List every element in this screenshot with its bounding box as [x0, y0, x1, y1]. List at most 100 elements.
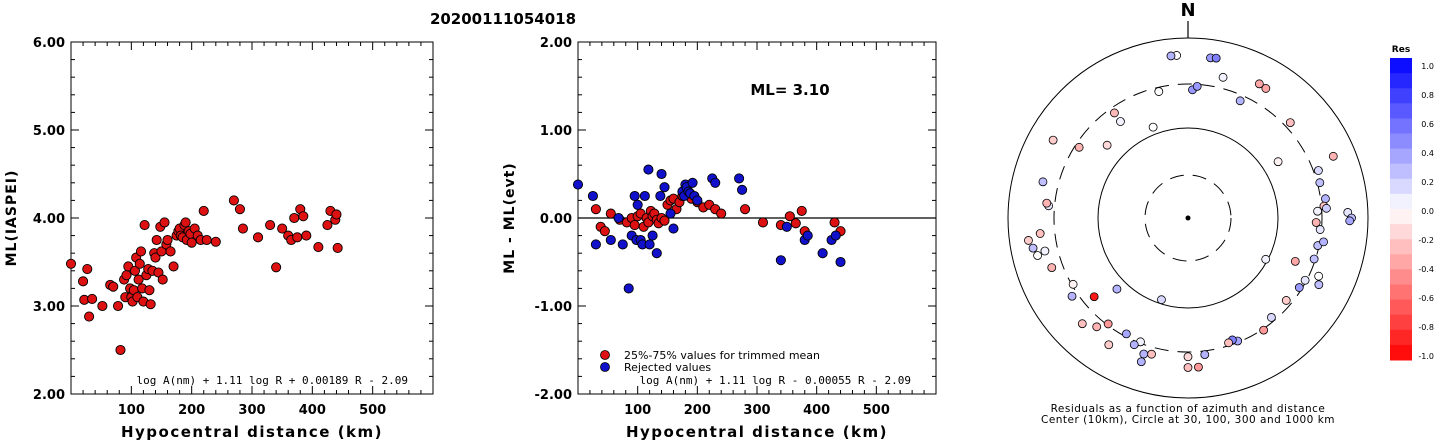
colorbar-segment	[1390, 148, 1412, 165]
station-marker	[1147, 349, 1156, 359]
data-point	[121, 270, 132, 281]
range-circle-30km	[1144, 174, 1232, 262]
data-point	[629, 219, 640, 231]
colorbar-tick-labels: 1.0 0.8 0.6 0.4 0.2 0.0 -0.2 -0.4 -0.6 -0.8 -1.0	[1418, 62, 1434, 361]
colorbar-segment	[1390, 103, 1412, 119]
data-point	[590, 204, 601, 215]
station-marker	[1345, 216, 1355, 226]
data-point	[298, 211, 309, 222]
station-marker	[1300, 275, 1310, 285]
station-marker	[1077, 319, 1087, 329]
data-point	[687, 177, 698, 188]
data-point	[97, 300, 108, 312]
data-point	[784, 211, 795, 222]
epicenter-marker	[1185, 215, 1191, 221]
data-point	[277, 223, 288, 234]
data-point	[139, 219, 150, 231]
data-point	[210, 236, 221, 247]
data-point	[643, 164, 654, 175]
data-point	[613, 212, 624, 224]
data-point	[668, 223, 679, 234]
data-point	[734, 173, 745, 184]
x-tick-label: 300	[743, 403, 770, 418]
colorbar-tick-label: 0.6	[1421, 120, 1434, 129]
colorbar-tick-label: -0.2	[1418, 236, 1434, 245]
x-tick-label: 100	[624, 403, 651, 418]
figure-title: 20200111054018	[430, 10, 576, 28]
data-point	[655, 190, 666, 202]
ml-annotation: ML= 3.10	[750, 81, 829, 99]
data-point	[198, 205, 209, 217]
colorbar-segment	[1390, 284, 1412, 301]
colorbar-segment	[1390, 209, 1412, 225]
data-point	[781, 221, 792, 232]
station-marker	[1112, 284, 1122, 294]
colorbar-segment	[1390, 118, 1412, 134]
legend-marker-rejected	[600, 362, 610, 372]
data-point	[135, 246, 147, 257]
data-point	[265, 219, 276, 231]
colorbar-segment	[1390, 314, 1412, 331]
data-point	[115, 344, 126, 356]
colorbar-segment	[1390, 299, 1412, 316]
station-marker	[1259, 325, 1269, 335]
station-marker	[1315, 225, 1325, 234]
station-marker	[1311, 218, 1321, 227]
x-tick-labels: 100 200 300 400 500	[118, 403, 386, 418]
data-point	[108, 281, 119, 292]
data-point	[129, 265, 141, 276]
colorbar-segment	[1390, 329, 1412, 346]
data-point	[802, 230, 813, 241]
station-marker	[1273, 157, 1283, 167]
data-point	[322, 219, 333, 231]
y-tick-label: -1.00	[535, 300, 572, 315]
station-marker	[1042, 198, 1052, 208]
station-marker	[1192, 81, 1202, 91]
range-circle-100km	[1097, 127, 1279, 309]
colorbar-segment	[1390, 163, 1412, 180]
data-point	[599, 226, 610, 237]
colorbar-segment	[1390, 178, 1412, 195]
station-marker	[1048, 135, 1058, 145]
colorbar-segment	[1390, 239, 1412, 255]
data-point	[656, 168, 667, 180]
station-marker	[1136, 357, 1146, 367]
data-point	[134, 258, 145, 269]
y-tick-label: 4.00	[33, 212, 65, 227]
data-point	[65, 258, 77, 269]
station-marker	[1294, 283, 1304, 292]
station-marker	[1089, 292, 1099, 302]
station-marker	[1129, 340, 1139, 350]
data-point	[639, 190, 650, 202]
x-tick-label: 200	[684, 403, 711, 418]
y-tick-label: 0.00	[540, 212, 572, 227]
data-point	[84, 311, 95, 322]
station-marker	[1218, 72, 1228, 82]
colorbar-tick-label: 1.0	[1421, 62, 1434, 71]
colorbar-segment	[1390, 73, 1412, 89]
data-point	[790, 218, 801, 229]
data-point	[301, 230, 312, 241]
north-label: N	[1180, 0, 1195, 21]
colorbar-tick-label: -0.4	[1418, 265, 1434, 274]
data-point	[157, 274, 168, 285]
station-marker	[1235, 96, 1245, 106]
data-point	[271, 262, 282, 273]
data-point	[737, 184, 748, 195]
data-point	[659, 215, 670, 226]
colorbar-segment	[1390, 88, 1412, 104]
y-tick-label: 6.00	[33, 36, 65, 51]
data-point	[632, 199, 643, 210]
station-marker	[1319, 237, 1328, 247]
x-tick-label: 400	[299, 403, 326, 418]
station-marker	[1024, 236, 1033, 245]
station-marker	[1285, 118, 1295, 127]
station-marker	[1309, 254, 1319, 264]
data-point	[313, 241, 324, 253]
data-point	[252, 232, 264, 243]
data-point	[162, 234, 173, 246]
station-marker	[1028, 243, 1038, 253]
residual-vs-distance-panel: 100 200 300 400 500 -2.00 -1.00 0.00 1.00 2.00 H…	[502, 36, 937, 441]
colorbar-segments	[1390, 58, 1412, 361]
